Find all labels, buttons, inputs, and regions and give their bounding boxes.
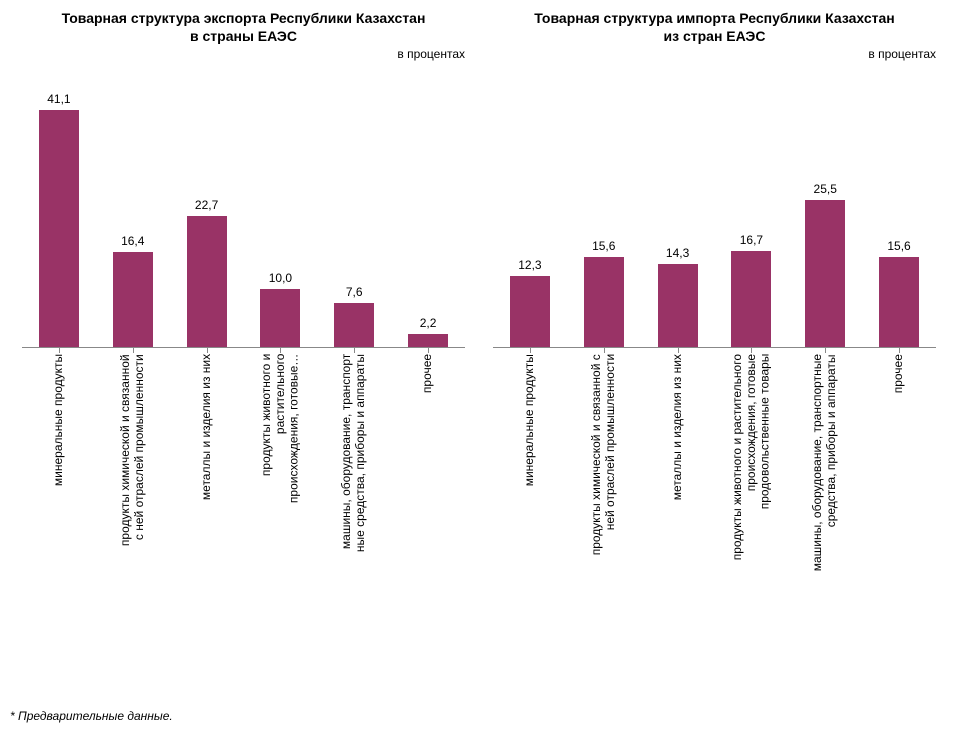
label-slot: продукты животного и растительного проис… — [714, 354, 788, 571]
label-slot: продукты химической и связанной с ней от… — [567, 354, 641, 571]
axis-tick — [825, 347, 826, 353]
import-chart: Товарная структура импорта Республики Ка… — [479, 10, 950, 571]
axis-tick — [604, 347, 605, 353]
bar-value-label: 15,6 — [887, 239, 910, 253]
bar-rect — [260, 289, 300, 347]
category-label: машины, оборудование, транспорт ные сред… — [340, 354, 368, 552]
bar-slot: 15,6 — [862, 87, 936, 347]
axis-tick — [207, 347, 208, 353]
category-label: металлы и изделия из них — [671, 354, 685, 571]
bar-rect — [658, 264, 698, 347]
bar-value-label: 22,7 — [195, 198, 218, 212]
chart-title: Товарная структура импорта Республики Ка… — [479, 10, 950, 45]
chart-title: Товарная структура экспорта Республики К… — [8, 10, 479, 45]
category-label: продукты химической и связанной с ней от… — [119, 354, 147, 552]
bar-value-label: 41,1 — [47, 92, 70, 106]
bar-slot: 25,5 — [788, 87, 862, 347]
category-label: машины, оборудование, транспортные средс… — [811, 354, 839, 571]
export-chart: Товарная структура экспорта Республики К… — [8, 10, 479, 571]
bar-rect — [187, 216, 227, 347]
label-slot: металлы и изделия из них — [641, 354, 715, 571]
bar-value-label: 25,5 — [814, 182, 837, 196]
bar-slot: 22,7 — [170, 87, 244, 347]
bar-value-label: 14,3 — [666, 246, 689, 260]
label-slot: прочее — [391, 354, 465, 552]
bar-rect — [510, 276, 550, 347]
bar-value-label: 12,3 — [518, 258, 541, 272]
label-slot: продукты животного и растительного проис… — [243, 354, 317, 552]
category-label: продукты животного и растительного проис… — [731, 354, 772, 571]
bar-value-label: 15,6 — [592, 239, 615, 253]
label-slot: машины, оборудование, транспорт ные сред… — [317, 354, 391, 552]
bar-slot: 15,6 — [567, 87, 641, 347]
bar-value-label: 16,7 — [740, 233, 763, 247]
category-label: минеральные продукты — [523, 354, 537, 571]
axis-tick — [59, 347, 60, 353]
bar-value-label: 2,2 — [420, 316, 437, 330]
category-label: минеральные продукты — [52, 354, 66, 552]
footnote: * Предварительные данные. — [10, 709, 173, 723]
bar-slot: 14,3 — [641, 87, 715, 347]
axis-tick — [133, 347, 134, 353]
bar-value-label: 10,0 — [269, 271, 292, 285]
label-slot: прочее — [862, 354, 936, 571]
bar-slot: 16,4 — [96, 87, 170, 347]
page-root: Товарная структура экспорта Республики К… — [0, 0, 958, 733]
label-slot: минеральные продукты — [493, 354, 567, 571]
bar-slot: 41,1 — [22, 87, 96, 347]
bars: 12,3 15,6 14,3 — [493, 87, 936, 347]
label-slot: минеральные продукты — [22, 354, 96, 552]
category-labels: минеральные продукты продукты химической… — [493, 354, 936, 571]
category-labels: минеральные продукты продукты химической… — [22, 354, 465, 552]
axis-tick — [354, 347, 355, 353]
axis-tick — [428, 347, 429, 353]
bar-slot: 16,7 — [714, 87, 788, 347]
category-label: продукты химической и связанной с ней от… — [590, 354, 618, 571]
bar-value-label: 7,6 — [346, 285, 363, 299]
bar-rect — [39, 110, 79, 347]
bar-rect — [113, 252, 153, 347]
axis-tick — [530, 347, 531, 353]
axis-tick — [899, 347, 900, 353]
axis-tick — [280, 347, 281, 353]
bar-rect — [731, 251, 771, 347]
bar-rect — [879, 257, 919, 347]
bar-rect — [334, 303, 374, 347]
axis-tick — [751, 347, 752, 353]
bar-rect — [408, 334, 448, 347]
bar-slot: 12,3 — [493, 87, 567, 347]
bar-value-label: 16,4 — [121, 234, 144, 248]
category-label: металлы и изделия из них — [200, 354, 214, 552]
bar-rect — [584, 257, 624, 347]
bars: 41,1 16,4 22,7 — [22, 87, 465, 347]
category-label: продукты животного и растительного проис… — [260, 354, 301, 552]
bar-slot: 10,0 — [243, 87, 317, 347]
chart-subtitle: в процентах — [8, 47, 479, 61]
label-slot: продукты химической и связанной с ней от… — [96, 354, 170, 552]
plot-wrap: 12,3 15,6 14,3 — [479, 87, 950, 571]
category-label: прочее — [892, 354, 906, 571]
category-label: прочее — [421, 354, 435, 552]
label-slot: металлы и изделия из них — [170, 354, 244, 552]
plot-area: 41,1 16,4 22,7 — [22, 87, 465, 348]
bar-slot: 7,6 — [317, 87, 391, 347]
label-slot: машины, оборудование, транспортные средс… — [788, 354, 862, 571]
plot-area: 12,3 15,6 14,3 — [493, 87, 936, 348]
charts-row: Товарная структура экспорта Республики К… — [8, 10, 950, 571]
axis-tick — [678, 347, 679, 353]
bar-slot: 2,2 — [391, 87, 465, 347]
plot-wrap: 41,1 16,4 22,7 — [8, 87, 479, 552]
chart-subtitle: в процентах — [479, 47, 950, 61]
bar-rect — [805, 200, 845, 347]
